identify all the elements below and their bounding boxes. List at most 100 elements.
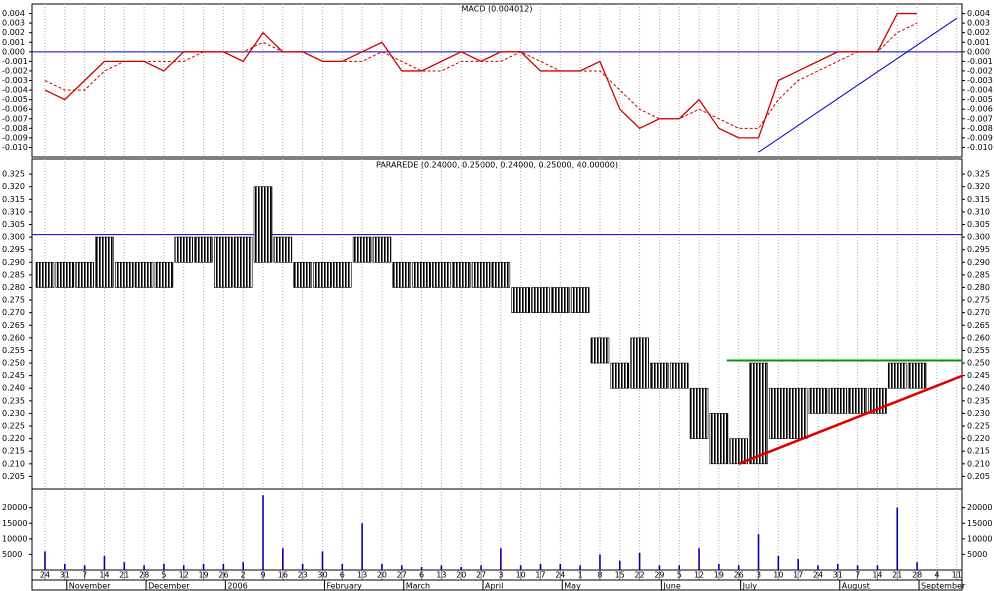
price-range bbox=[313, 261, 332, 288]
volume-bar bbox=[500, 548, 502, 570]
x-tick-label: 28 bbox=[912, 571, 922, 580]
y-tick-label: 0.300 bbox=[2, 233, 25, 242]
volume-bar bbox=[301, 563, 304, 570]
price-range bbox=[412, 261, 431, 288]
y-tick-label: 0.220 bbox=[967, 434, 990, 443]
macd-line bbox=[44, 22, 918, 129]
y-tick-label: 0.240 bbox=[2, 384, 25, 393]
x-tick-label: 3 bbox=[756, 571, 761, 580]
y-tick-label: -0.010 bbox=[2, 143, 28, 152]
x-tick-label: 23 bbox=[298, 571, 308, 580]
y-tick-label: 5000 bbox=[2, 550, 22, 559]
volume-bar bbox=[222, 563, 225, 570]
y-tick-label: 0.305 bbox=[2, 220, 25, 229]
price-range bbox=[372, 236, 392, 263]
y-tick-label: -0.003 bbox=[2, 76, 28, 85]
x-tick-label: 10 bbox=[773, 571, 783, 580]
x-tick-label: 27 bbox=[476, 571, 486, 580]
x-tick-label: 19 bbox=[198, 571, 208, 580]
y-tick-label: -0.004 bbox=[2, 86, 28, 95]
y-tick-label: 0.215 bbox=[967, 447, 990, 456]
y-tick-label: 20000 bbox=[2, 503, 27, 512]
y-tick-label: 0.305 bbox=[967, 220, 990, 229]
price-range bbox=[233, 236, 253, 288]
price-range bbox=[590, 337, 610, 364]
y-tick-label: -0.003 bbox=[967, 76, 993, 85]
price-range bbox=[75, 261, 94, 288]
volume-bar bbox=[420, 566, 423, 570]
volume-bar bbox=[480, 565, 482, 570]
price-range bbox=[769, 387, 788, 439]
price-range bbox=[352, 236, 372, 263]
y-tick-label: 0.245 bbox=[967, 371, 990, 380]
x-tick-label: 7 bbox=[82, 571, 87, 580]
x-tick-label: 15 bbox=[615, 571, 625, 580]
month-label: August bbox=[842, 582, 870, 591]
y-tick-label: 0.004 bbox=[967, 9, 990, 18]
price-range bbox=[35, 261, 55, 288]
month-label: September bbox=[921, 582, 966, 591]
price-range bbox=[471, 261, 491, 288]
x-tick-label: 24 bbox=[40, 571, 50, 580]
y-tick-label: -0.001 bbox=[967, 57, 993, 66]
y-tick-label: 0.230 bbox=[2, 409, 25, 418]
y-tick-label: 0.310 bbox=[2, 207, 25, 216]
y-tick-label: 0.255 bbox=[2, 346, 25, 355]
y-tick-label: -0.006 bbox=[967, 105, 993, 114]
volume-bar bbox=[896, 507, 899, 570]
price-range bbox=[848, 387, 867, 414]
x-tick-label: 3 bbox=[498, 571, 503, 580]
x-tick-label: 31 bbox=[60, 571, 70, 580]
y-tick-label: 0.325 bbox=[2, 170, 25, 179]
price-range bbox=[650, 362, 669, 389]
x-tick-label: 20 bbox=[456, 571, 466, 580]
volume-bar bbox=[361, 523, 363, 570]
y-tick-label: 0.002 bbox=[967, 28, 990, 37]
x-tick-label: 7 bbox=[855, 571, 860, 580]
x-tick-label: 2 bbox=[241, 571, 246, 580]
y-tick-label: 0.325 bbox=[967, 170, 990, 179]
x-tick-label: 26 bbox=[218, 571, 228, 580]
y-tick-label: 10000 bbox=[967, 534, 992, 543]
price-range bbox=[709, 413, 729, 465]
y-tick-label: 20000 bbox=[967, 503, 992, 512]
y-tick-label: 0.315 bbox=[967, 195, 990, 204]
volume-bar bbox=[242, 562, 244, 570]
y-tick-label: 0.315 bbox=[2, 195, 25, 204]
x-tick-label: 5 bbox=[161, 571, 166, 580]
y-tick-label: 0.290 bbox=[967, 258, 990, 267]
price-range bbox=[451, 261, 471, 288]
y-tick-label: 0.225 bbox=[2, 422, 25, 431]
y-tick-label: 0.255 bbox=[967, 346, 990, 355]
y-tick-label: 0.210 bbox=[967, 459, 990, 468]
y-tick-label: -0.002 bbox=[2, 66, 28, 75]
y-tick-label: -0.009 bbox=[967, 133, 993, 142]
y-tick-label: 0.270 bbox=[967, 308, 990, 317]
price-range bbox=[808, 387, 828, 414]
price-range bbox=[491, 261, 511, 288]
x-tick-label: 10 bbox=[516, 571, 526, 580]
y-tick-label: 0.245 bbox=[2, 371, 25, 380]
y-tick-label: -0.001 bbox=[2, 57, 28, 66]
volume-bar bbox=[262, 495, 264, 570]
month-label: June bbox=[662, 582, 681, 591]
volume-bar bbox=[202, 563, 205, 570]
y-tick-label: 0.003 bbox=[967, 19, 990, 28]
y-tick-label: -0.010 bbox=[967, 143, 993, 152]
x-tick-label: 30 bbox=[317, 571, 327, 580]
y-tick-label: 0.265 bbox=[2, 321, 25, 330]
price-range bbox=[154, 261, 174, 288]
y-tick-label: 0.235 bbox=[967, 396, 990, 405]
y-tick-label: -0.008 bbox=[2, 124, 28, 133]
price-range bbox=[55, 261, 75, 288]
x-tick-label: 12 bbox=[179, 571, 189, 580]
price-range bbox=[531, 287, 550, 313]
y-tick-label: 0.220 bbox=[2, 434, 25, 443]
x-tick-label: 21 bbox=[119, 571, 129, 580]
volume-bar bbox=[460, 566, 463, 570]
volume-bar bbox=[837, 563, 839, 570]
price-range bbox=[95, 236, 114, 288]
y-tick-label: 0.000 bbox=[967, 47, 990, 56]
y-tick-label: 0.265 bbox=[967, 321, 990, 330]
volume-bar bbox=[123, 562, 126, 570]
